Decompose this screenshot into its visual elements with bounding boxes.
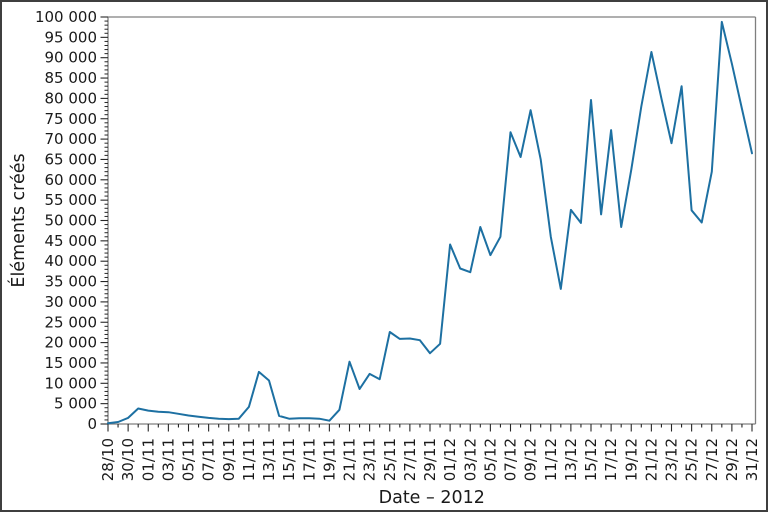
y-tick-label: 15 000 xyxy=(45,354,98,372)
x-tick-label: 05/12 xyxy=(481,438,499,481)
x-tick-label: 23/11 xyxy=(361,438,379,481)
data-series-line xyxy=(107,20,753,425)
x-tick-label: 27/12 xyxy=(703,438,721,481)
x-tick-label: 13/12 xyxy=(562,438,580,481)
x-tick-label: 07/12 xyxy=(502,438,520,481)
plot-spines xyxy=(107,16,757,425)
x-tick-label: 21/12 xyxy=(642,438,660,481)
y-tick-label: 40 000 xyxy=(45,252,98,270)
y-tick-label: 70 000 xyxy=(45,130,98,148)
x-tick-label: 19/12 xyxy=(622,438,640,481)
x-tick-label: 09/11 xyxy=(220,438,238,481)
x-tick-label: 15/12 xyxy=(582,438,600,481)
x-tick-label: 30/10 xyxy=(119,438,137,481)
x-tick-label: 28/10 xyxy=(99,438,117,481)
y-tick-label: 80 000 xyxy=(45,89,98,107)
axis-ticks xyxy=(100,16,753,432)
y-tick-label: 60 000 xyxy=(45,171,98,189)
x-tick-label: 01/12 xyxy=(441,438,459,481)
x-tick-label: 09/12 xyxy=(522,438,540,481)
x-tick-label: 05/11 xyxy=(180,438,198,481)
x-axis-title: Date – 2012 xyxy=(379,488,485,508)
x-tick-label: 25/12 xyxy=(683,438,701,481)
y-tick-label: 45 000 xyxy=(45,232,98,250)
y-tick-label: 30 000 xyxy=(45,293,98,311)
x-tick-label: 31/12 xyxy=(743,438,761,481)
x-tick-label: 03/12 xyxy=(461,438,479,481)
x-tick-label: 17/11 xyxy=(300,438,318,481)
axis-tick-labels: 0 5 000 10 000 15 000 20 000 25 000 30 000 35 0… xyxy=(35,8,761,481)
x-tick-label: 27/11 xyxy=(401,438,419,481)
y-tick-label: 35 000 xyxy=(45,273,98,291)
x-tick-label: 25/11 xyxy=(381,438,399,481)
x-tick-label: 13/11 xyxy=(260,438,278,481)
y-tick-label: 100 000 xyxy=(35,8,97,26)
y-axis-title: Éléments créés xyxy=(7,153,29,287)
y-tick-label: 75 000 xyxy=(45,110,98,128)
y-tick-label: 85 000 xyxy=(45,69,98,87)
x-tick-label: 21/11 xyxy=(341,438,359,481)
x-tick-label: 29/12 xyxy=(723,438,741,481)
x-tick-label: 23/12 xyxy=(663,438,681,481)
x-tick-label: 11/11 xyxy=(240,438,258,481)
x-tick-label: 01/11 xyxy=(139,438,157,481)
y-tick-label: 0 xyxy=(87,415,97,433)
y-tick-label: 10 000 xyxy=(45,374,98,392)
x-tick-label: 07/11 xyxy=(200,438,218,481)
y-tick-label: 20 000 xyxy=(45,334,98,352)
y-tick-label: 25 000 xyxy=(45,313,98,331)
x-tick-label: 17/12 xyxy=(602,438,620,481)
y-tick-label: 55 000 xyxy=(45,191,98,209)
y-tick-label: 50 000 xyxy=(45,212,98,230)
x-tick-label: 19/11 xyxy=(320,438,338,481)
x-tick-label: 03/11 xyxy=(159,438,177,481)
x-tick-label: 11/12 xyxy=(542,438,560,481)
y-tick-label: 90 000 xyxy=(45,49,98,67)
y-tick-label: 65 000 xyxy=(45,150,98,168)
x-tick-label: 29/11 xyxy=(421,438,439,481)
y-tick-label: 5 000 xyxy=(54,395,97,413)
y-tick-label: 95 000 xyxy=(45,28,98,46)
x-tick-label: 15/11 xyxy=(280,438,298,481)
